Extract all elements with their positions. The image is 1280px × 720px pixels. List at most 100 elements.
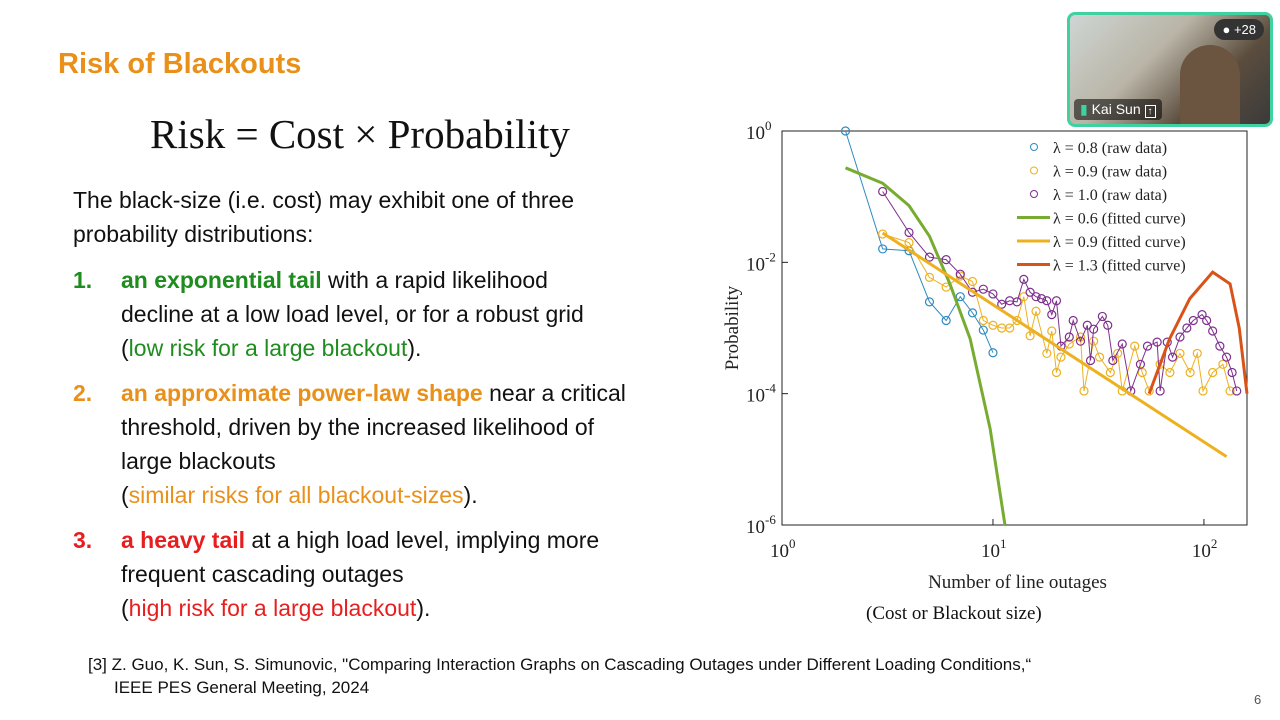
participant-video-tile[interactable]: ● +28 ▮ Kai Sun ↑ bbox=[1067, 12, 1273, 127]
y-tick-label: 100 bbox=[746, 118, 772, 144]
item-number: 3. bbox=[73, 527, 93, 553]
data-point bbox=[1047, 309, 1057, 320]
data-point bbox=[978, 325, 988, 335]
paren: ( bbox=[121, 595, 129, 621]
data-point bbox=[924, 252, 935, 262]
y-tick-label: 10-4 bbox=[746, 381, 776, 407]
data-point bbox=[1056, 352, 1066, 362]
participant-count: +28 bbox=[1233, 22, 1256, 37]
data-point bbox=[1042, 348, 1052, 359]
y-tick-label: 10-2 bbox=[746, 249, 776, 275]
data-point bbox=[1232, 386, 1242, 396]
intro-line: The black-size (i.e. cost) may exhibit o… bbox=[73, 187, 575, 213]
data-point bbox=[1105, 367, 1115, 378]
list-item-1: 1. an exponential tail with a rapid likel… bbox=[73, 263, 584, 365]
data-point bbox=[1019, 274, 1029, 284]
data-point bbox=[1142, 341, 1153, 351]
data-point bbox=[997, 299, 1007, 309]
data-point bbox=[1225, 386, 1235, 396]
data-point bbox=[1165, 367, 1175, 378]
data-point bbox=[988, 320, 998, 330]
item-number: 1. bbox=[73, 267, 93, 293]
chart-caption: (Cost or Blackout size) bbox=[866, 603, 1042, 624]
paren: ). bbox=[407, 335, 422, 361]
paren: ). bbox=[463, 482, 478, 508]
data-point bbox=[878, 244, 888, 254]
fitted-curve-4 bbox=[881, 231, 1228, 458]
paren: ( bbox=[121, 482, 129, 508]
microphone-icon: ▮ bbox=[1080, 101, 1092, 117]
data-point bbox=[1198, 386, 1208, 396]
plot-frame bbox=[781, 130, 1248, 526]
data-point bbox=[941, 315, 951, 326]
data-point bbox=[1215, 341, 1225, 351]
data-point bbox=[1197, 309, 1207, 320]
data-point bbox=[1202, 315, 1212, 326]
y-tick-exponent: -4 bbox=[765, 381, 776, 396]
data-point bbox=[878, 186, 888, 197]
x-tick-label: 101 bbox=[981, 536, 1007, 562]
data-point bbox=[1117, 339, 1127, 349]
person-icon: ● bbox=[1222, 22, 1234, 37]
data-point bbox=[1012, 315, 1022, 326]
legend-label: λ = 1.0 (raw data) bbox=[1053, 187, 1167, 204]
item-text: near a critical bbox=[482, 380, 626, 406]
risk-equation: Risk = Cost × Probability bbox=[150, 111, 570, 157]
data-point bbox=[1047, 326, 1057, 336]
x-tick-exponent: 0 bbox=[789, 536, 796, 551]
data-point bbox=[978, 284, 988, 294]
y-tick-exponent: -6 bbox=[765, 512, 776, 527]
legend-marker bbox=[1030, 143, 1038, 151]
y-tick-label: 10-6 bbox=[746, 512, 776, 538]
data-point bbox=[1208, 326, 1218, 336]
data-point bbox=[1031, 292, 1041, 302]
data-point bbox=[1051, 296, 1062, 306]
data-point bbox=[1175, 332, 1185, 342]
fitted-curve-5 bbox=[1147, 270, 1249, 395]
data-point bbox=[1208, 367, 1218, 378]
x-tick-label: 100 bbox=[770, 536, 796, 562]
x-tick-exponent: 2 bbox=[1211, 536, 1218, 551]
data-point bbox=[1075, 336, 1086, 346]
item-text: with a rapid likelihood bbox=[321, 267, 548, 293]
data-point bbox=[924, 297, 935, 307]
data-point bbox=[1089, 324, 1099, 334]
item-text: threshold, driven by the increased likel… bbox=[121, 414, 595, 440]
data-point bbox=[955, 292, 965, 302]
data-point bbox=[1192, 348, 1202, 359]
list-item-3: 3. a heavy tail at a high load level, imp… bbox=[73, 523, 599, 625]
data-point bbox=[1227, 367, 1237, 378]
item-text: at a high load level, implying more bbox=[245, 527, 600, 553]
data-point bbox=[1025, 331, 1035, 341]
reference-line: [3] Z. Guo, K. Sun, S. Simunovic, "Compa… bbox=[88, 655, 1032, 674]
item-text: decline at a low load level, or for a ro… bbox=[121, 301, 584, 327]
data-point bbox=[1005, 323, 1015, 333]
raw-data-line-0 bbox=[845, 130, 994, 353]
y-tick-exponent: -2 bbox=[765, 249, 776, 264]
data-point bbox=[967, 276, 978, 287]
data-point bbox=[1012, 297, 1022, 307]
data-point bbox=[988, 289, 998, 299]
legend-label: λ = 0.9 (raw data) bbox=[1053, 164, 1167, 181]
item-risk-note: high risk for a large blackout bbox=[128, 595, 417, 621]
slide-title: Risk of Blackouts bbox=[58, 48, 302, 80]
data-point bbox=[1064, 332, 1074, 342]
data-point bbox=[1051, 367, 1062, 378]
item-number: 2. bbox=[73, 380, 93, 406]
legend-marker bbox=[1030, 166, 1038, 175]
x-tick-exponent: 1 bbox=[1000, 536, 1007, 551]
data-point bbox=[1097, 311, 1107, 322]
fitted-curve-3 bbox=[844, 166, 1007, 526]
participant-count-badge[interactable]: ● +28 bbox=[1214, 19, 1264, 40]
data-point bbox=[1019, 292, 1029, 302]
data-point bbox=[1175, 348, 1185, 359]
data-point bbox=[1185, 367, 1195, 378]
data-point bbox=[978, 315, 988, 326]
data-point bbox=[1144, 386, 1154, 396]
data-point bbox=[1113, 348, 1123, 359]
data-point bbox=[1042, 296, 1052, 306]
data-point bbox=[1188, 315, 1198, 326]
share-screen-icon: ↑ bbox=[1144, 105, 1156, 118]
legend-label: λ = 0.6 (fitted curve) bbox=[1053, 211, 1186, 228]
data-point bbox=[1036, 294, 1047, 304]
